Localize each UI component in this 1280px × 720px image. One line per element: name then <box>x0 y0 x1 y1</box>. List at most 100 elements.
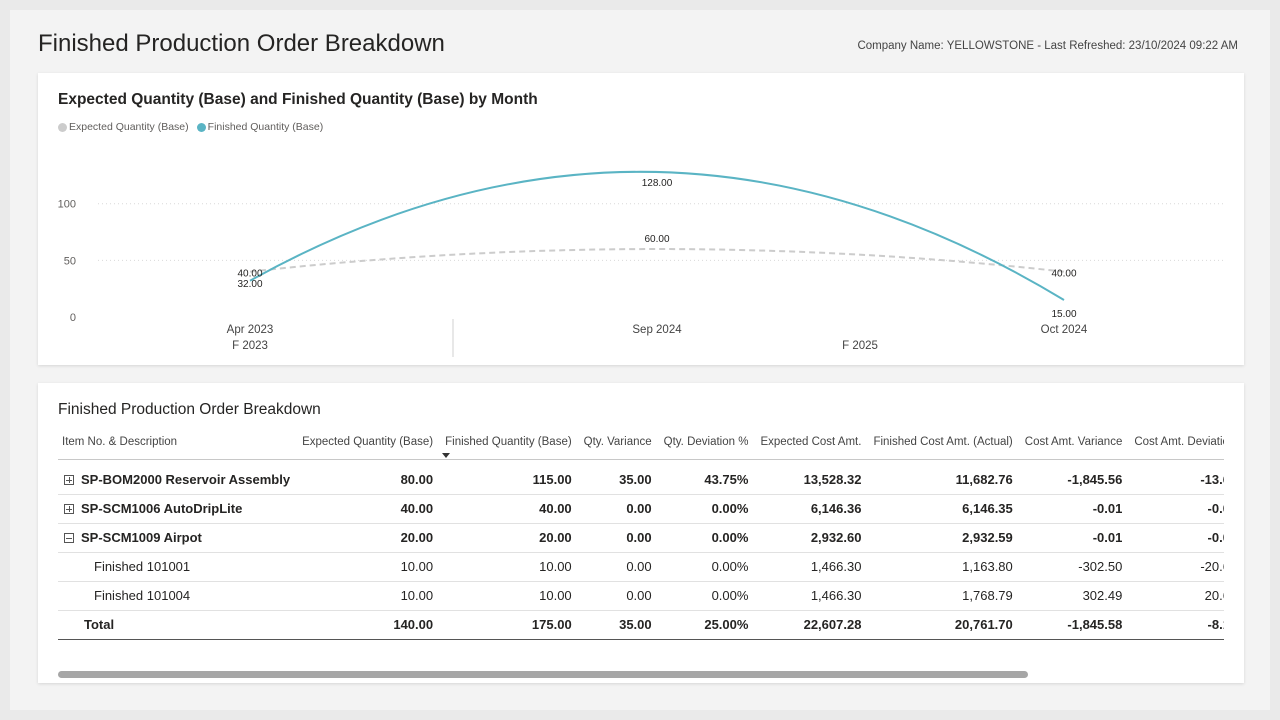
page-title: Finished Production Order Breakdown <box>38 30 445 57</box>
value-cell: 10.00 <box>296 581 440 611</box>
report-meta: Company Name: YELLOWSTONE - Last Refresh… <box>857 40 1238 52</box>
row-label-cell: Finished 101001 <box>58 552 297 582</box>
row-label: SP-SCM1009 Airpot <box>81 530 202 545</box>
value-cell: 1,163.80 <box>867 552 1019 582</box>
report-page: Finished Production Order Breakdown Comp… <box>10 10 1270 710</box>
x-tick-label: Oct 2024 <box>1041 324 1088 336</box>
sort-descending-icon[interactable] <box>442 452 451 458</box>
value-cell: 0.00 <box>577 494 658 524</box>
value-cell: 302.49 <box>1018 581 1129 611</box>
value-cell: 10.00 <box>439 581 578 611</box>
chart-legend: Expected Quantity (Base) Finished Quanti… <box>58 121 327 133</box>
data-label-finished: 15.00 <box>1051 309 1076 320</box>
data-label-finished: 32.00 <box>237 279 262 290</box>
chart-title: Expected Quantity (Base) and Finished Qu… <box>58 91 538 108</box>
table-card[interactable]: Finished Production Order Breakdown Item… <box>38 383 1244 683</box>
value-cell: 0.00 <box>577 552 658 582</box>
line-chart[interactable]: 0 50 100 Apr 2023 Sep 2024 Oct 2024 F 2023 F 20… <box>38 73 1244 365</box>
x-tick-label: Sep 2024 <box>632 324 682 336</box>
data-label-finished: 128.00 <box>642 178 673 189</box>
column-header[interactable]: Expected Cost Amt. <box>754 425 868 460</box>
row-label: Finished 101001 <box>94 559 191 574</box>
data-label-expected: 60.00 <box>644 234 669 245</box>
legend-label-finished: Finished Quantity (Base) <box>207 121 324 133</box>
value-cell: 1,768.79 <box>867 581 1019 611</box>
value-cell: 0.00% <box>657 552 755 582</box>
expand-icon[interactable] <box>64 504 74 514</box>
legend-label-expected: Expected Quantity (Base) <box>69 121 189 133</box>
value-cell: 0.00 <box>577 581 658 611</box>
value-cell: 20.00 <box>439 523 578 553</box>
table-row[interactable]: SP-SCM1009 Airpot 20.00 20.00 0.00 0.00% 2,93… <box>58 523 1224 553</box>
value-cell: -8.16% <box>1128 609 1224 640</box>
value-cell: 0.00% <box>657 581 755 611</box>
legend-item-expected[interactable]: Expected Quantity (Base) <box>58 121 189 133</box>
value-cell: 140.00 <box>296 609 440 640</box>
value-cell: 25.00% <box>657 609 755 640</box>
table-row[interactable]: Finished 101001 10.00 10.00 0.00 0.00% 1,466.… <box>58 552 1224 582</box>
x-tick-label: Apr 2023 <box>227 324 274 336</box>
table-row[interactable]: Finished 101004 10.00 10.00 0.00 0.00% 1,466.… <box>58 581 1224 611</box>
value-cell: 40.00 <box>296 494 440 524</box>
y-tick-label: 50 <box>64 255 76 267</box>
value-cell: 10.00 <box>439 552 578 582</box>
value-cell: 2,932.60 <box>754 523 868 553</box>
value-cell: -302.50 <box>1018 552 1129 582</box>
column-header[interactable]: Qty. Variance <box>577 425 658 460</box>
value-cell: 35.00 <box>577 465 658 495</box>
column-header[interactable]: Expected Quantity (Base) <box>296 425 440 460</box>
total-row[interactable]: Total 140.00 175.00 35.00 25.00% 22,607.28 20,… <box>58 609 1224 640</box>
row-label: SP-SCM1006 AutoDripLite <box>81 501 243 516</box>
value-cell: 20.00 <box>296 523 440 553</box>
fiscal-group-label: F 2025 <box>842 340 878 352</box>
value-cell: 1,466.30 <box>754 552 868 582</box>
value-cell: -20.63% <box>1128 552 1224 582</box>
value-cell: 20.63% <box>1128 581 1224 611</box>
y-tick-label: 0 <box>70 312 76 324</box>
column-header[interactable]: Finished Cost Amt. (Actual) <box>867 425 1019 460</box>
value-cell: 11,682.76 <box>867 465 1019 495</box>
legend-item-finished[interactable]: Finished Quantity (Base) <box>196 121 324 133</box>
series-line-expected <box>249 248 1065 273</box>
value-cell: -0.01 <box>1018 523 1129 553</box>
value-cell: 22,607.28 <box>754 609 868 640</box>
horizontal-scrollbar[interactable] <box>58 671 1028 678</box>
value-cell: -0.00% <box>1128 523 1224 553</box>
value-cell: 6,146.35 <box>867 494 1019 524</box>
row-label-cell: SP-BOM2000 Reservoir Assembly <box>58 465 297 495</box>
row-label: Total <box>84 617 115 632</box>
value-cell: 1,466.30 <box>754 581 868 611</box>
row-label: Finished 101004 <box>94 588 191 603</box>
table-row[interactable]: SP-BOM2000 Reservoir Assembly 80.00 115.00… <box>58 465 1224 495</box>
value-cell: -1,845.56 <box>1018 465 1129 495</box>
matrix-table-container[interactable]: Item No. & Description Expected Quantity … <box>58 425 1224 645</box>
table-row[interactable]: SP-SCM1006 AutoDripLite 40.00 40.00 0.00 0.0… <box>58 494 1224 524</box>
value-cell: -0.01 <box>1018 494 1129 524</box>
value-cell: 2,932.59 <box>867 523 1019 553</box>
row-label-cell: SP-SCM1006 AutoDripLite <box>58 494 297 524</box>
value-cell: 115.00 <box>439 465 578 495</box>
value-cell: 80.00 <box>296 465 440 495</box>
data-label-expected: 40.00 <box>1051 269 1076 280</box>
value-cell: 0.00% <box>657 494 755 524</box>
chart-card[interactable]: Expected Quantity (Base) and Finished Qu… <box>38 73 1244 365</box>
y-tick-label: 100 <box>58 199 76 211</box>
table-title: Finished Production Order Breakdown <box>58 401 321 418</box>
column-header[interactable]: Finished Quantity (Base) <box>439 425 578 460</box>
collapse-icon[interactable] <box>64 533 74 543</box>
column-header[interactable]: Cost Amt. Deviation % <box>1128 425 1224 460</box>
value-cell: 0.00 <box>577 523 658 553</box>
value-cell: -1,845.58 <box>1018 609 1129 640</box>
column-header[interactable]: Qty. Deviation % <box>657 425 755 460</box>
row-label-cell: SP-SCM1009 Airpot <box>58 523 297 553</box>
expand-icon[interactable] <box>64 474 74 485</box>
column-header[interactable]: Item No. & Description <box>58 425 297 460</box>
value-cell: 10.00 <box>296 552 440 582</box>
value-cell: 0.00% <box>657 523 755 553</box>
value-cell: 40.00 <box>439 494 578 524</box>
matrix-table: Item No. & Description Expected Quantity … <box>58 425 1224 640</box>
column-header[interactable]: Cost Amt. Variance <box>1018 425 1129 460</box>
value-cell: 6,146.36 <box>754 494 868 524</box>
value-cell: 35.00 <box>577 609 658 640</box>
value-cell: 175.00 <box>439 609 578 640</box>
